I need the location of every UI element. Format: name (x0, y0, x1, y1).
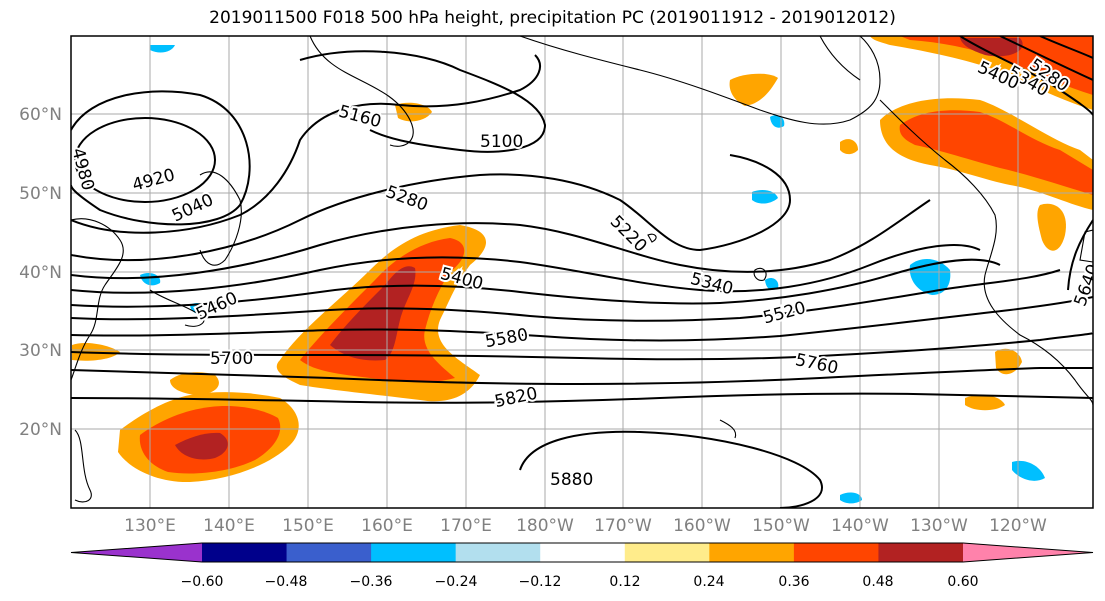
colorbar-segment (540, 543, 626, 562)
lon-label: 130°W (910, 516, 968, 536)
lon-label: 120°W (989, 516, 1047, 536)
colorbar-tick-label: −0.48 (265, 574, 308, 590)
lon-label: 170°W (594, 516, 652, 536)
colorbar-segment (963, 543, 1093, 562)
colorbar-segment (793, 543, 879, 562)
colorbar-tick-label: 0.48 (862, 574, 893, 590)
colorbar-outline (70, 542, 1094, 563)
colorbar-segment (709, 543, 795, 562)
gridlines (71, 36, 1093, 508)
height-contours (71, 36, 1093, 508)
colorbar-segment (286, 543, 372, 562)
colorbar-tick-label: 0.36 (778, 574, 809, 590)
colorbar-tick-label: 0.12 (609, 574, 640, 590)
lat-labels: 60°N 50°N 40°N 30°N 20°N (19, 105, 62, 440)
lon-labels: 130°E 140°E 150°E 160°E 170°E 180°W 170°… (124, 516, 1047, 536)
colorbar-segment (371, 543, 457, 562)
colorbar-segment (71, 543, 202, 562)
lon-label: 180°W (516, 516, 574, 536)
map-border (70, 35, 1094, 509)
lat-label: 60°N (19, 105, 62, 125)
contour-label: 5880 (550, 470, 593, 490)
colorbar-tick-label: −0.24 (435, 574, 478, 590)
lon-label: 140°W (831, 516, 889, 536)
colorbar-segment (624, 543, 710, 562)
colorbar-tick-label: −0.60 (181, 574, 224, 590)
colorbar-tick-label: −0.36 (350, 574, 393, 590)
contour-label: 5100 (480, 132, 523, 152)
lon-label: 150°W (752, 516, 810, 536)
colorbar (70, 542, 1094, 563)
lon-label: 140°E (203, 516, 255, 536)
colorbar-segment (202, 543, 288, 562)
lon-label: 160°E (361, 516, 413, 536)
contour-label: 5700 (210, 349, 253, 369)
colorbar-segment (878, 543, 964, 562)
lon-label: 170°E (440, 516, 492, 536)
lat-label: 30°N (19, 341, 62, 361)
colorbar-segment (455, 543, 541, 562)
lon-label: 160°W (673, 516, 731, 536)
coastlines (71, 36, 1093, 503)
lon-label: 130°E (124, 516, 176, 536)
lat-label: 40°N (19, 263, 62, 283)
lon-label: 150°E (282, 516, 334, 536)
colorbar-tick-label: −0.12 (519, 574, 562, 590)
lat-label: 50°N (19, 184, 62, 204)
colorbar-tick-label: 0.24 (693, 574, 724, 590)
map-title: 2019011500 F018 500 hPa height, precipit… (209, 8, 896, 28)
colorbar-tick-label: 0.60 (947, 574, 978, 590)
colorbar-ticks: −0.60 −0.48 −0.36 −0.24 −0.12 0.12 0.24 … (181, 574, 979, 590)
lat-label: 20°N (19, 420, 62, 440)
precip-shading (72, 36, 1093, 504)
